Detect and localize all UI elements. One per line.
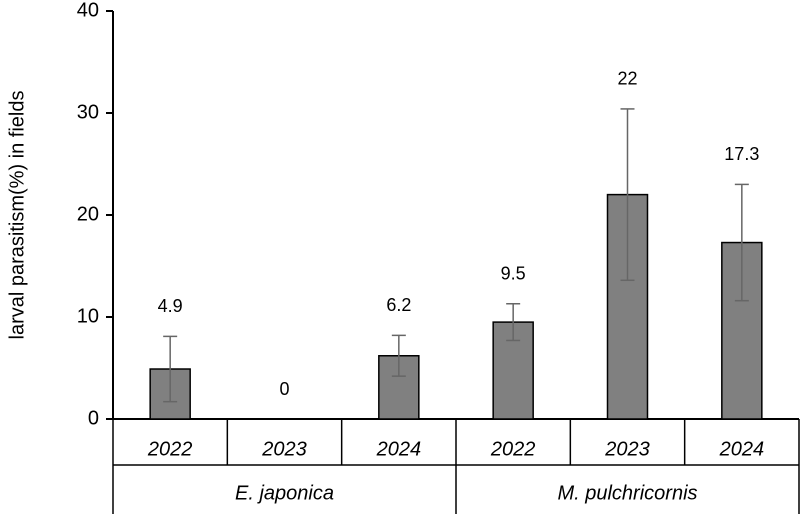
error-bar — [506, 302, 521, 342]
y-tick-label: 10 — [77, 305, 99, 327]
y-tick-label: 0 — [88, 407, 99, 429]
x-tick-label: 2022 — [147, 438, 193, 460]
y-tick-label: 30 — [77, 101, 99, 123]
group-label: E. japonica — [235, 482, 334, 504]
value-label: 4.9 — [158, 296, 183, 316]
value-label: 6.2 — [386, 295, 411, 315]
error-bar — [391, 334, 406, 377]
x-tick-label: 2024 — [376, 438, 422, 460]
y-tick-label: 40 — [77, 0, 99, 21]
error-bar — [163, 335, 178, 403]
value-label: 0 — [279, 379, 289, 399]
y-tick-label: 20 — [77, 203, 99, 225]
x-tick-label: 2023 — [604, 438, 650, 460]
group-label: M. pulchricornis — [557, 482, 697, 504]
x-tick-label: 2024 — [719, 438, 765, 460]
error-bar — [620, 108, 635, 282]
x-tick-label: 2023 — [261, 438, 307, 460]
value-label: 17.3 — [724, 144, 759, 164]
value-label: 9.5 — [501, 263, 526, 283]
y-axis-label: larval parasitism(%) in fields — [6, 91, 28, 340]
value-label: 22 — [617, 69, 637, 89]
error-bar — [734, 183, 749, 302]
x-tick-label: 2022 — [490, 438, 536, 460]
